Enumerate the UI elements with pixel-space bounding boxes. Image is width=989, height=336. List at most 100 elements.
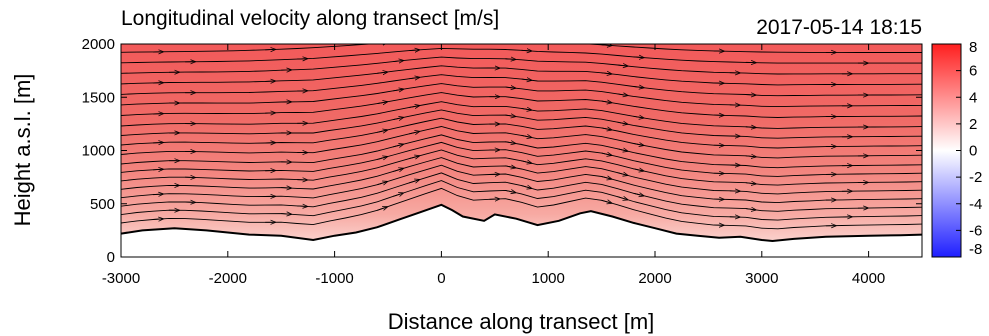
streamline (121, 164, 922, 204)
streamline-arrow (377, 208, 385, 211)
streamline (121, 56, 922, 75)
streamline (121, 65, 922, 86)
colorbar-tick-label: 0 (969, 143, 977, 160)
streamline-arrow (601, 45, 610, 46)
x-axis-label: Distance along transect [m] (388, 309, 655, 334)
y-tick-label: 500 (90, 196, 115, 213)
chart-title: Longitudinal velocity along transect [m/… (121, 7, 499, 30)
streamline-arrow (601, 101, 610, 102)
streamline-arrow (393, 169, 401, 171)
y-tick-label: 1500 (82, 89, 115, 106)
streamline-arrow (617, 173, 626, 175)
x-tick-label: 3000 (745, 270, 778, 287)
colorbar-ticks: 8 6 4 2 0 -2 -4 -6 -8 (956, 39, 982, 258)
streamline-arrow (505, 59, 513, 60)
streamline-arrow (377, 157, 385, 159)
colorbar-tick-label: -2 (969, 169, 982, 186)
streamline (121, 187, 922, 230)
x-tick-label: 0 (437, 270, 445, 287)
streamline-arrow (505, 87, 513, 88)
streamline-arrow (633, 57, 642, 58)
streamline-arrow (633, 193, 642, 195)
y-axis-label: Height a.s.l. [m] (10, 74, 35, 227)
streamline-arrow (377, 72, 385, 73)
streamline-arrow (633, 143, 642, 145)
streamline-arrow (521, 186, 530, 188)
streamline-arrow (745, 127, 754, 128)
streamline-arrow (393, 61, 401, 62)
colorbar-tick-label: 4 (969, 89, 977, 106)
streamline-arrow (377, 43, 385, 44)
streamline-arrow (633, 169, 642, 171)
streamline (121, 141, 922, 177)
streamline-arrow (745, 156, 754, 157)
streamline-arrow (617, 122, 626, 124)
x-tick-label: -2000 (209, 270, 247, 287)
streamline-arrow (617, 65, 626, 66)
streamline (121, 180, 922, 221)
streamline (121, 101, 922, 129)
streamline (121, 83, 922, 108)
streamline-arrow (601, 200, 610, 202)
streamline-arrow (521, 79, 530, 80)
x-tick-label: -1000 (315, 270, 353, 287)
streamline-arrow (633, 116, 642, 117)
streamline-arrow (505, 190, 513, 192)
colorbar-tick-label: -4 (969, 196, 982, 213)
streamline-arrow (409, 106, 417, 107)
streamline-arrow (505, 142, 513, 143)
streamline-arrow (745, 183, 754, 184)
colorbar-tick-label: 6 (969, 63, 977, 80)
x-tick-label: 1000 (532, 270, 565, 287)
y-axis-ticks: 0 500 1000 1500 2000 (82, 36, 922, 266)
streamline-arrow (617, 197, 626, 199)
streamline (121, 109, 922, 139)
streamline-arrow (521, 161, 530, 163)
streamline-arrow (377, 102, 385, 103)
streamline-arrow (409, 180, 417, 183)
streamline (121, 47, 922, 64)
x-tick-label: -3000 (102, 270, 140, 287)
streamline (121, 44, 922, 53)
plot-area (121, 43, 922, 257)
x-axis-ticks: -3000 -2000 -1000 0 1000 2000 3000 4000 (102, 44, 885, 287)
streamline-arrow (601, 177, 610, 179)
colorbar-tick-label: -6 (969, 222, 982, 239)
streamline-arrow (521, 50, 530, 51)
streamlines (121, 43, 922, 230)
streamline-arrow (505, 166, 513, 168)
streamline-arrow (377, 182, 385, 185)
streamline (121, 134, 922, 169)
x-tick-label: 4000 (852, 270, 885, 287)
colorbar-tick-label: -8 (969, 241, 982, 258)
streamline (121, 157, 922, 195)
streamline-arrow (281, 214, 289, 215)
streamline-arrow (393, 118, 401, 120)
streamline-arrow (505, 115, 513, 116)
streamline-arrow (617, 149, 626, 151)
streamline (121, 117, 922, 149)
streamline (121, 92, 922, 118)
streamline-arrow (617, 94, 626, 95)
y-tick-label: 1000 (82, 143, 115, 160)
streamline-arrow (601, 128, 610, 130)
y-tick-label: 0 (107, 249, 115, 266)
streamline-arrow (409, 132, 417, 134)
streamline-arrow (745, 209, 754, 210)
terrain-fill (121, 204, 922, 257)
streamline-arrow (601, 73, 610, 74)
streamline-arrow (409, 156, 417, 158)
y-tick-label: 2000 (82, 36, 115, 53)
terrain-profile (121, 203, 922, 243)
streamline-arrow (393, 90, 401, 91)
streamline-arrow (601, 153, 610, 155)
x-tick-label: 2000 (638, 270, 671, 287)
streamline-arrow (409, 78, 417, 79)
chart-timestamp: 2017-05-14 18:15 (756, 16, 922, 39)
streamline-arrow (409, 50, 417, 51)
streamline-arrow (393, 194, 401, 197)
colorbar-tick-label: 8 (969, 39, 977, 56)
streamline-arrow (521, 108, 530, 109)
colorbar-tick-label: 2 (969, 116, 977, 133)
